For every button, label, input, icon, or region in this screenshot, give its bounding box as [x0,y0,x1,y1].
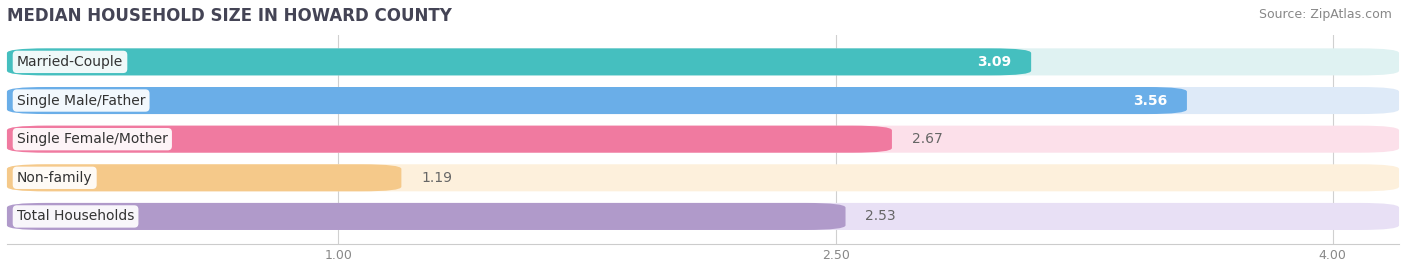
FancyBboxPatch shape [7,48,1399,75]
FancyBboxPatch shape [7,87,1399,114]
FancyBboxPatch shape [7,203,845,230]
FancyBboxPatch shape [7,87,1187,114]
Text: 2.67: 2.67 [912,132,942,146]
FancyBboxPatch shape [7,164,401,191]
Text: Non-family: Non-family [17,171,93,185]
FancyBboxPatch shape [7,164,1399,191]
Text: Single Male/Father: Single Male/Father [17,94,145,108]
Text: 1.19: 1.19 [422,171,453,185]
Text: Single Female/Mother: Single Female/Mother [17,132,167,146]
FancyBboxPatch shape [7,126,1399,153]
Text: Married-Couple: Married-Couple [17,55,124,69]
Text: Total Households: Total Households [17,210,134,224]
Text: 3.56: 3.56 [1133,94,1167,108]
Text: 2.53: 2.53 [866,210,896,224]
Text: Source: ZipAtlas.com: Source: ZipAtlas.com [1258,8,1392,21]
Text: MEDIAN HOUSEHOLD SIZE IN HOWARD COUNTY: MEDIAN HOUSEHOLD SIZE IN HOWARD COUNTY [7,7,451,25]
FancyBboxPatch shape [7,48,1031,75]
FancyBboxPatch shape [7,126,891,153]
FancyBboxPatch shape [7,203,1399,230]
Text: 3.09: 3.09 [977,55,1011,69]
